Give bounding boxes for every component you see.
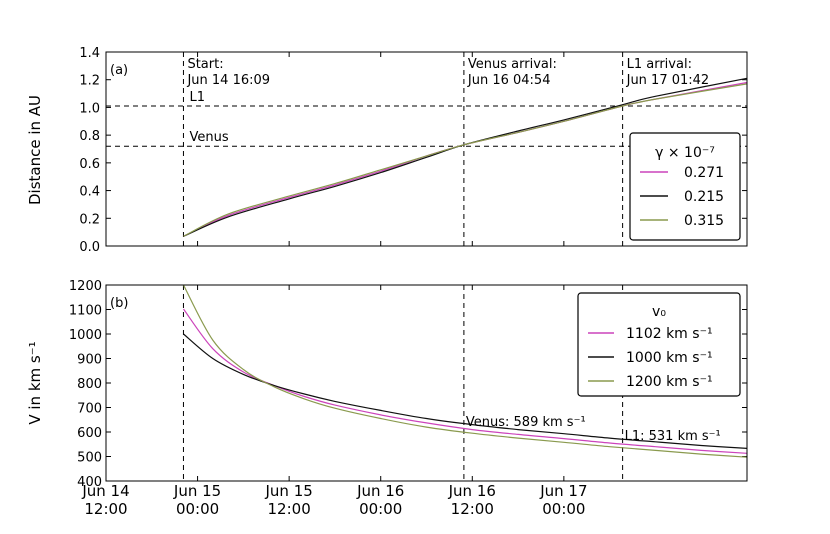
vline-label: Start: [187, 57, 223, 72]
panel-b-legend: v₀ 1102 km s⁻¹ 1000 km s⁻¹ 1200 km s⁻¹ [577, 292, 741, 397]
legend-b-label: 1102 km s⁻¹ [626, 326, 713, 342]
panel-a-legend: γ × 10⁻⁷ 0.271 0.215 0.315 [629, 132, 741, 241]
panel-a-series-line-2 [183, 83, 748, 237]
panel-b-label: (b) [110, 296, 128, 311]
ytick-label: 1200 [69, 279, 102, 294]
legend-a-label: 0.271 [684, 165, 724, 181]
ytick-label: 0.0 [79, 240, 100, 255]
xtick-label: Jun 14 [81, 482, 129, 500]
ytick-label: 900 [77, 353, 102, 368]
ytick-label: 1.4 [79, 46, 100, 61]
annotation-label: L1: 531 km s⁻¹ [625, 429, 721, 444]
hline-label: Venus [189, 130, 228, 145]
legend-b-title: v₀ [652, 304, 666, 320]
panel-a: (a) Distance in AU 0.0 0.2 0.4 0.6 0.8 1.0 1.2… [26, 46, 748, 255]
panel-a-ylabel: Distance in AU [26, 95, 44, 205]
ytick-label: 800 [77, 377, 102, 392]
panel-a-label: (a) [110, 63, 128, 78]
legend-b-label: 1200 km s⁻¹ [626, 374, 713, 390]
panel-b-frame [105, 284, 748, 482]
panel-a-frame [105, 51, 748, 247]
ytick-label: 1.0 [79, 101, 100, 116]
ytick-label: 1.2 [79, 74, 100, 89]
ytick-label: 1100 [69, 304, 102, 319]
vline-label: Jun 16 04:54 [467, 73, 551, 88]
xtick-label: Jun 15 [264, 482, 312, 500]
xtick-label: Jun 15 [173, 482, 221, 500]
xtick-label: 00:00 [176, 500, 219, 518]
xtick-label: Jun 16 [356, 482, 404, 500]
ytick-label: 500 [77, 451, 102, 466]
ytick-label: 0.8 [79, 129, 100, 144]
ytick-label: 0.4 [79, 185, 100, 200]
xtick-label: 00:00 [542, 500, 585, 518]
xtick-label: 12:00 [451, 500, 494, 518]
panel-b-series-line-2 [182, 284, 748, 458]
legend-a-title: γ × 10⁻⁷ [655, 145, 715, 161]
legend-b-box [577, 292, 741, 397]
panel-b-series-line-1 [183, 333, 748, 449]
ytick-label: 400 [77, 475, 102, 490]
panel-b-ylabel: V in km s⁻¹ [26, 341, 44, 424]
ytick-label: 1000 [69, 328, 102, 343]
panel-b-series-line-0 [183, 308, 748, 454]
xtick-label: Jun 17 [539, 482, 587, 500]
panel-b: (b) V in km s⁻¹ 400 500 600 700 800 900 1000 11… [26, 279, 748, 518]
ytick-label: 700 [77, 402, 102, 417]
legend-b-label: 1000 km s⁻¹ [626, 350, 713, 366]
hline-label: L1 [189, 90, 205, 105]
vline-label: L1 arrival: [627, 57, 692, 72]
legend-a-label: 0.215 [684, 189, 724, 205]
vline-label: Jun 17 01:42 [626, 73, 710, 88]
annotation-label: Venus: 589 km s⁻¹ [466, 415, 586, 430]
legend-a-box [629, 132, 741, 241]
legend-a-label: 0.315 [684, 213, 724, 229]
xtick-label: 00:00 [359, 500, 402, 518]
xtick-label: Jun 16 [448, 482, 496, 500]
ytick-label: 600 [77, 426, 102, 441]
xtick-label: 12:00 [268, 500, 311, 518]
ytick-label: 0.6 [79, 157, 100, 172]
ytick-label: 0.2 [79, 212, 100, 227]
xtick-label: 12:00 [84, 500, 127, 518]
vline-label: Venus arrival: [468, 57, 557, 72]
vline-label: Jun 14 16:09 [186, 73, 270, 88]
